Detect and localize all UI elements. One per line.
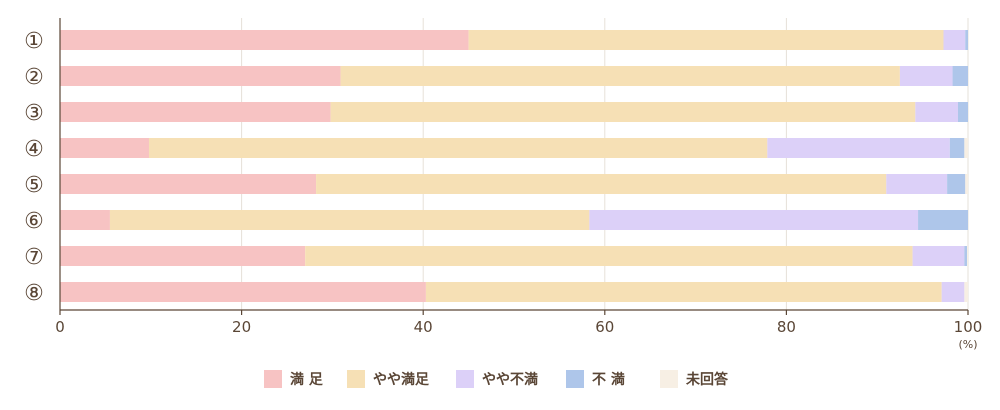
x-tick-label: 0 bbox=[55, 318, 65, 336]
x-tick-label: 80 bbox=[777, 318, 796, 336]
bar-segment-5-series-4 bbox=[947, 174, 966, 194]
bar-segment-7-series-4 bbox=[964, 246, 968, 266]
bar-segment-5-series-1 bbox=[60, 174, 317, 194]
bar-segment-2-series-4 bbox=[952, 66, 968, 86]
bar-segment-5-series-2 bbox=[316, 174, 887, 194]
bar-segment-1-series-1 bbox=[60, 30, 469, 50]
bar-segment-4-series-2 bbox=[148, 138, 768, 158]
legend-swatch bbox=[566, 370, 584, 388]
legend-swatch bbox=[347, 370, 365, 388]
bar-segment-7-series-3 bbox=[912, 246, 965, 266]
legend-label: やや不満 bbox=[482, 371, 538, 388]
category-label: ⑥ bbox=[24, 209, 44, 234]
legend-swatch bbox=[456, 370, 474, 388]
category-label: ① bbox=[24, 29, 44, 54]
bar-segment-6-series-4 bbox=[918, 210, 968, 230]
legend-label: やや満足 bbox=[373, 371, 430, 388]
bar-segment-8-series-1 bbox=[60, 282, 426, 302]
x-tick-label: 40 bbox=[414, 318, 433, 336]
x-tick-label: 100 bbox=[954, 318, 983, 336]
bar-segment-4-series-3 bbox=[767, 138, 950, 158]
bar-segment-4-series-1 bbox=[60, 138, 149, 158]
bar-segment-7-series-2 bbox=[305, 246, 913, 266]
bar-segment-2-series-2 bbox=[340, 66, 900, 86]
bar-segment-3-series-2 bbox=[330, 102, 916, 122]
bar-segment-7-series-5 bbox=[967, 246, 968, 266]
category-label: ⑦ bbox=[24, 245, 44, 270]
legend-label: 満 足 bbox=[290, 371, 324, 388]
bar-segment-4-series-5 bbox=[964, 138, 968, 158]
bar-segment-6-series-2 bbox=[109, 210, 590, 230]
legend-swatch bbox=[660, 370, 678, 388]
bar-segment-1-series-2 bbox=[468, 30, 944, 50]
category-label: ② bbox=[24, 65, 44, 90]
x-tick-label: 60 bbox=[595, 318, 614, 336]
bar-segment-6-series-1 bbox=[60, 210, 110, 230]
bar-segment-2-series-3 bbox=[899, 66, 953, 86]
bar-segment-8-series-3 bbox=[941, 282, 965, 302]
bar-segment-2-series-1 bbox=[60, 66, 341, 86]
bar-segment-8-series-5 bbox=[964, 282, 968, 302]
bar-segment-3-series-4 bbox=[958, 102, 968, 122]
bar-segment-1-series-4 bbox=[965, 30, 968, 50]
legend-swatch bbox=[264, 370, 282, 388]
bar-segment-3-series-1 bbox=[60, 102, 331, 122]
legend-label: 不 満 bbox=[592, 371, 625, 388]
bar-segment-3-series-3 bbox=[915, 102, 959, 122]
legend-label: 未回答 bbox=[686, 371, 729, 388]
bar-segment-5-series-5 bbox=[965, 174, 968, 194]
bar-segment-4-series-4 bbox=[949, 138, 965, 158]
x-tick-label: 20 bbox=[232, 318, 251, 336]
category-label: ⑧ bbox=[24, 281, 44, 306]
category-label: ④ bbox=[24, 137, 44, 162]
bar-segment-5-series-3 bbox=[886, 174, 948, 194]
bar-segment-7-series-1 bbox=[60, 246, 306, 266]
bar-segment-6-series-3 bbox=[589, 210, 919, 230]
x-unit-label: (%) bbox=[958, 338, 977, 351]
bar-segment-8-series-2 bbox=[425, 282, 942, 302]
bar-segment-1-series-3 bbox=[943, 30, 966, 50]
category-label: ⑤ bbox=[24, 173, 44, 198]
category-label: ③ bbox=[24, 101, 44, 126]
